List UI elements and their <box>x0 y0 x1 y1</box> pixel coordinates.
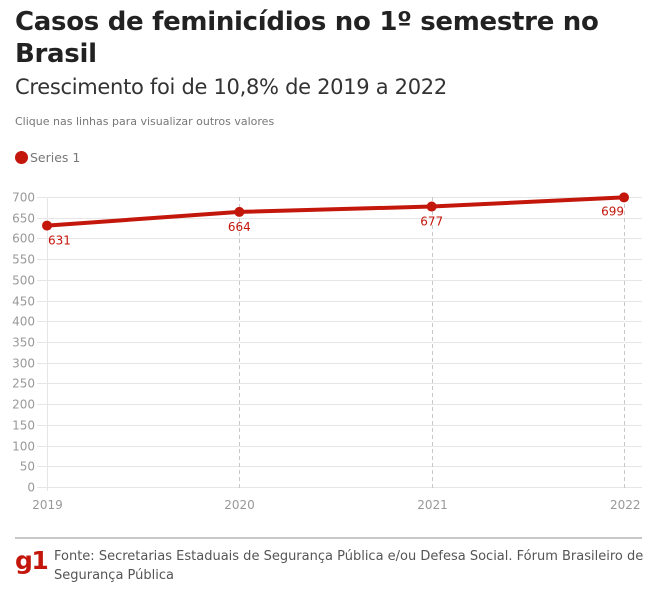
y-tick-label: 550 <box>12 253 35 267</box>
y-tick-label: 400 <box>12 315 35 329</box>
vertical-gridlines <box>47 197 625 491</box>
data-label: 631 <box>48 234 71 248</box>
y-tick-label: 200 <box>12 398 35 412</box>
legend[interactable]: Series 1 <box>15 150 80 165</box>
y-tick-label: 350 <box>12 336 35 350</box>
data-label: 699 <box>601 204 624 218</box>
x-tick-label: 2022 <box>610 498 641 512</box>
y-tick-label: 100 <box>12 440 35 454</box>
y-tick-label: 450 <box>12 295 35 309</box>
g1-logo: g1 <box>15 546 49 575</box>
x-axis-ticks: 2019 2020 2021 2022 <box>32 498 640 512</box>
x-tick-label: 2020 <box>224 498 255 512</box>
y-tick-label: 700 <box>12 191 35 205</box>
chart-title: Casos de feminicídios no 1º semestre no … <box>15 7 599 69</box>
y-tick-label: 500 <box>12 274 35 288</box>
x-tick-label: 2019 <box>32 498 63 512</box>
y-tick-label: 50 <box>20 460 35 474</box>
footer-divider <box>15 537 642 539</box>
series-line[interactable] <box>45 195 626 228</box>
data-point[interactable] <box>619 192 629 203</box>
data-point[interactable] <box>234 206 245 217</box>
y-tick-label: 600 <box>12 232 35 246</box>
source-note: Fonte: Secretarias Estaduais de Seguranç… <box>54 549 644 583</box>
y-tick-label: 0 <box>27 481 35 495</box>
chart-subtitle: Crescimento foi de 10,8% de 2019 a 2022 <box>15 75 447 99</box>
y-tick-label: 650 <box>12 212 35 226</box>
horizontal-gridlines <box>37 197 642 488</box>
y-tick-label: 250 <box>12 377 35 391</box>
legend-label: Series 1 <box>30 150 81 165</box>
legend-marker-icon <box>15 151 28 164</box>
data-labels: 631 664 677 699 <box>48 204 624 247</box>
x-tick-label: 2021 <box>417 498 448 512</box>
data-label: 664 <box>228 220 251 234</box>
series-group <box>42 192 629 231</box>
y-tick-label: 150 <box>12 419 35 433</box>
data-point[interactable] <box>42 220 52 231</box>
interaction-hint: Clique nas linhas para visualizar outros… <box>15 115 275 128</box>
line-chart: 0 50 100 150 200 250 300 350 400 450 500 550 600 650 7… <box>12 191 642 512</box>
y-axis-ticks: 0 50 100 150 200 250 300 350 400 450 500 550 600 650 7… <box>12 191 35 495</box>
y-tick-label: 300 <box>12 357 35 371</box>
data-point[interactable] <box>426 201 437 212</box>
data-label: 677 <box>420 215 443 229</box>
